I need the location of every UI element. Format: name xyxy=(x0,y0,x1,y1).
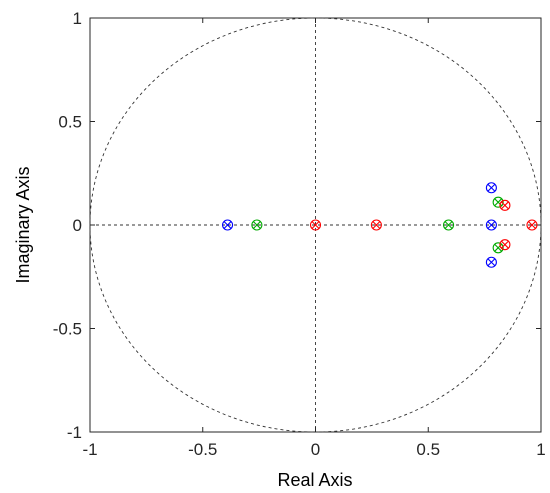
marker-circle xyxy=(485,219,497,231)
marker-circle xyxy=(485,256,497,268)
marker-x xyxy=(500,240,509,249)
marker-x xyxy=(487,221,496,229)
y-tick-label: 0 xyxy=(73,216,82,235)
x-axis-title: Real Axis xyxy=(277,470,352,490)
marker-x xyxy=(223,221,232,229)
y-tick-label: -0.5 xyxy=(53,320,82,339)
x-tick-label: 0.5 xyxy=(416,440,440,459)
x-tick-label: -1 xyxy=(82,440,97,459)
marker-circle xyxy=(499,239,511,251)
data-point xyxy=(499,239,511,251)
marker-x xyxy=(500,201,509,210)
marker-circle xyxy=(485,182,497,194)
x-tick-label: 1 xyxy=(536,440,545,459)
x-tick-label: -0.5 xyxy=(188,440,217,459)
data-point xyxy=(309,219,322,231)
marker-circle xyxy=(526,219,538,231)
marker-x xyxy=(311,221,320,229)
data-point xyxy=(499,199,511,211)
marker-x xyxy=(444,221,453,229)
data-point xyxy=(222,219,234,231)
data-point xyxy=(370,219,382,231)
marker-circle xyxy=(492,196,504,208)
data-point xyxy=(442,219,455,231)
marker-x xyxy=(252,221,261,229)
marker-circle xyxy=(370,219,382,231)
y-tick-label: -1 xyxy=(67,423,82,442)
data-point xyxy=(251,219,263,231)
marker-circle xyxy=(251,219,263,231)
marker-x xyxy=(372,221,381,229)
marker-circle xyxy=(499,199,511,211)
data-point xyxy=(485,256,497,268)
y-tick-label: 1 xyxy=(73,9,82,28)
marker-circle xyxy=(222,219,234,231)
marker-x xyxy=(494,198,503,207)
y-axis-title: Imaginary Axis xyxy=(13,166,33,283)
marker-x xyxy=(487,183,496,192)
x-tick-label: 0 xyxy=(311,440,320,459)
data-point xyxy=(526,219,538,231)
data-point xyxy=(485,182,497,194)
marker-x xyxy=(528,221,536,229)
data-point xyxy=(485,219,497,231)
y-tick-label: 0.5 xyxy=(58,113,82,132)
marker-circle xyxy=(492,242,504,254)
marker-x xyxy=(487,258,496,267)
marker-circle xyxy=(442,219,455,231)
marker-circle xyxy=(309,219,322,231)
